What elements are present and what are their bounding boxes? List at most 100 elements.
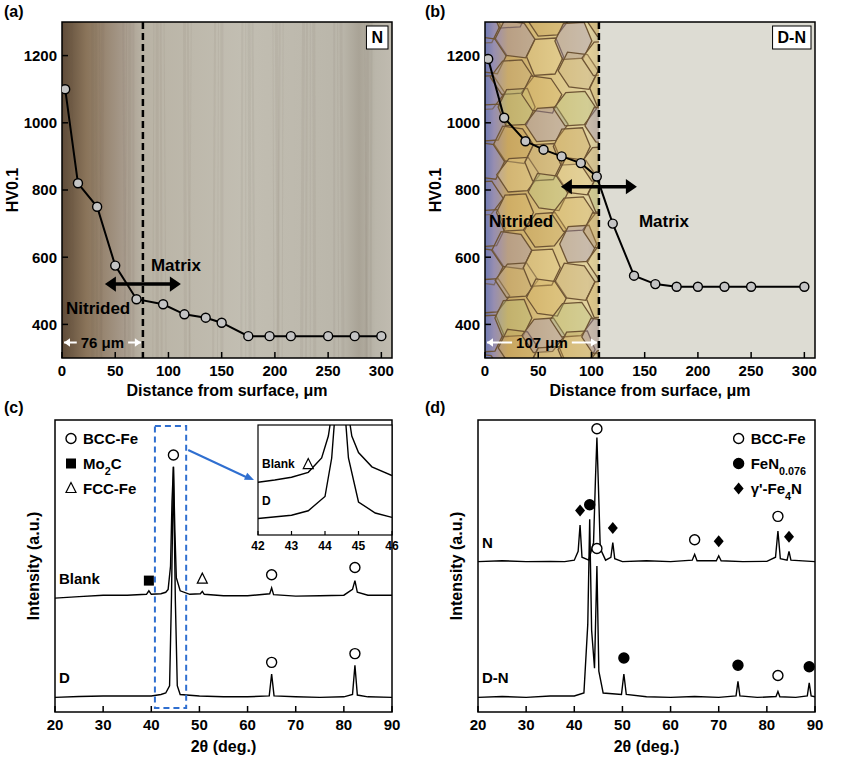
micrograph-streak: [184, 22, 185, 358]
x-tick-label: 50: [191, 716, 208, 733]
x-tick-label: 100: [579, 362, 604, 379]
hardness-point: [377, 332, 386, 341]
hardness-point: [630, 271, 639, 280]
thickness-arrow-head: [487, 338, 493, 346]
hardness-point: [521, 137, 530, 146]
y-tick: [62, 256, 68, 258]
peak-marker: [350, 562, 360, 572]
hardness-point: [286, 332, 295, 341]
legend-label: Mo2C: [83, 455, 122, 477]
x-tick: [391, 531, 392, 535]
grain: [585, 350, 599, 359]
legend-symbol: [66, 483, 76, 493]
panel-label: (d): [425, 399, 445, 416]
x-tick: [381, 352, 383, 358]
x-tick: [804, 352, 806, 358]
x-axis-title: 2θ (deg.): [191, 738, 257, 755]
boundary-arrow: [114, 282, 172, 286]
micrograph-streak: [341, 22, 343, 358]
micrograph-streak: [273, 22, 274, 358]
micrograph-layer: [485, 22, 815, 358]
peak-marker: [619, 653, 629, 663]
peak-marker: [714, 535, 724, 547]
hardness-point: [800, 282, 809, 291]
x-tick: [358, 531, 359, 535]
legend-label: FCC-Fe: [83, 480, 136, 497]
inset-labels: BlankD: [262, 457, 295, 507]
labels: ND-N: [482, 534, 509, 687]
micrograph-streak: [306, 22, 307, 358]
peak-marker: [144, 576, 154, 586]
hardness-point: [93, 202, 102, 211]
legend-label: FeN0.076: [751, 455, 806, 477]
pattern-label: D: [262, 494, 271, 508]
micrograph-layer: [62, 22, 392, 358]
y-tick-label: 800: [455, 181, 480, 198]
legend: BCC-Fe Mo2C FCC-Fe: [66, 430, 138, 497]
y-tick-label: 600: [32, 249, 57, 266]
hardness-point: [672, 282, 681, 291]
hardness-point: [500, 113, 509, 122]
y-tick: [485, 122, 491, 124]
x-tick: [670, 706, 672, 712]
x-tick-label: 200: [262, 362, 287, 379]
peak-marker: [733, 660, 743, 670]
peak-marker: [592, 424, 602, 434]
x-tick: [247, 706, 249, 712]
thickness-label: 76 μm: [81, 334, 124, 351]
legend-symbol: [66, 459, 76, 469]
data-layer: [485, 54, 809, 291]
peak-marker: [608, 522, 618, 534]
y-tick-label: 600: [455, 249, 480, 266]
x-tick-label: 40: [143, 716, 160, 733]
x-tick-label: 60: [239, 716, 256, 733]
tag-box: [773, 26, 811, 49]
x-tick: [814, 706, 816, 712]
x-tick-label: 150: [632, 362, 657, 379]
axes: 05010015020025030040060080010001200Dista…: [427, 22, 817, 399]
plot-frame: [62, 22, 392, 358]
x-tick: [114, 352, 116, 358]
legend-symbol: [734, 483, 744, 495]
x-tick: [257, 531, 258, 535]
x-tick: [274, 352, 276, 358]
legend-symbol: [734, 434, 744, 444]
micrograph-streak: [156, 22, 159, 358]
boundary-arrow-head: [105, 276, 116, 291]
y-tick-label: 400: [455, 316, 480, 333]
micrograph-streak: [371, 22, 372, 358]
x-tick: [295, 706, 297, 712]
plot-frame: [478, 420, 815, 712]
region-label: Nitrided: [66, 299, 130, 318]
y-tick-label: 400: [32, 316, 57, 333]
x-tick-label: 30: [518, 716, 535, 733]
x-tick-label: 300: [792, 362, 817, 379]
hardness-point: [485, 54, 493, 63]
y-axis-title: HV0.1: [4, 168, 21, 213]
peak-marker: [168, 450, 178, 460]
text-part: BCC-Fe: [83, 430, 138, 447]
text-part: Mo: [83, 455, 105, 472]
x-tick: [591, 352, 593, 358]
text-part: BCC-Fe: [751, 430, 806, 447]
plot-frame: [55, 420, 392, 712]
legend-label: γ'-Fe4N: [751, 480, 802, 502]
x-tick-label: 150: [209, 362, 234, 379]
hardness-point: [111, 261, 120, 270]
thickness-arrow-head: [591, 338, 597, 346]
micrograph-streak: [314, 22, 315, 358]
peak-marker: [585, 500, 595, 510]
legend-symbol: [734, 459, 744, 469]
micrograph-streak: [249, 22, 250, 358]
x-tick: [750, 352, 752, 358]
y-tick: [485, 189, 491, 191]
hardness-point: [132, 295, 141, 304]
axes: 20304050607080902θ (deg.)Intensity (a.u.…: [448, 420, 823, 755]
hardness-point: [592, 172, 601, 181]
hardness-point: [324, 332, 333, 341]
grain: [583, 213, 599, 250]
hardness-line: [65, 89, 381, 336]
y-tick-label: 1000: [24, 114, 57, 131]
y-tick: [485, 324, 491, 326]
micrograph-streak: [278, 22, 280, 358]
